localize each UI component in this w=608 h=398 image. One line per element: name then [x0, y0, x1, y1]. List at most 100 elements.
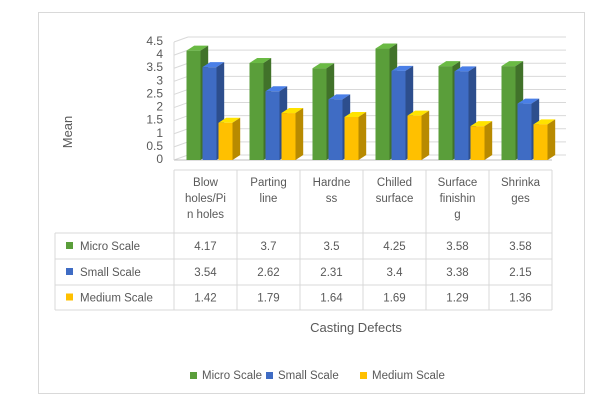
bar [454, 71, 469, 160]
gridline-side [173, 115, 189, 122]
legend-key [190, 372, 197, 379]
table-legend-key [66, 242, 73, 249]
x-axis-label: Casting Defects [310, 320, 402, 335]
bar-top [407, 110, 430, 116]
bar [391, 70, 406, 160]
bar-top [249, 57, 272, 63]
table-legend-key [66, 268, 73, 275]
x-tick-label: g [454, 209, 460, 221]
table-cell: 3.7 [261, 241, 277, 253]
x-tick-label: line [260, 193, 278, 205]
legend-key [360, 372, 367, 379]
bar-side [295, 108, 304, 160]
table-cell: 1.29 [446, 293, 468, 305]
table-cell: 3.5 [324, 241, 340, 253]
x-tick-label: Blow [193, 177, 219, 189]
gridline-side [173, 49, 189, 56]
bar [533, 124, 548, 160]
gridline-side [173, 36, 189, 43]
legend-label: Micro Scale [202, 370, 262, 382]
x-tick-label: holes/Pi [185, 193, 226, 205]
x-tick-label: finishin [440, 193, 476, 205]
table-cell: 4.25 [383, 241, 405, 253]
y-tick-label: 4.5 [146, 34, 163, 48]
table-cell: 3.58 [509, 241, 531, 253]
bar-top [281, 108, 304, 114]
table-cell: 3.54 [194, 267, 217, 279]
gridline-side [173, 154, 189, 161]
bar-top [517, 98, 540, 104]
table-cell: 1.69 [383, 293, 405, 305]
y-tick-label: 4 [156, 47, 163, 61]
bar [438, 66, 453, 160]
table-legend-key [66, 293, 73, 301]
bar-top [470, 121, 493, 127]
bar-top [391, 65, 414, 71]
bar-top [501, 61, 524, 67]
bar [186, 50, 201, 160]
bar [344, 116, 359, 160]
x-tick-label: ges [511, 193, 530, 205]
bar [218, 122, 233, 160]
bar-top [265, 86, 288, 92]
table-cell: 3.4 [387, 267, 404, 279]
bar [202, 67, 217, 160]
legend-label: Medium Scale [372, 370, 445, 382]
bar [249, 62, 264, 160]
y-tick-label: 1 [156, 126, 163, 140]
bar-top [186, 45, 209, 51]
bar-top [202, 62, 225, 68]
bar-side [484, 121, 493, 160]
bar-side [421, 110, 430, 160]
x-tick-label: Chilled [377, 177, 412, 189]
table-cell: 1.36 [509, 293, 531, 305]
bar [375, 48, 390, 160]
table-cell: 2.15 [509, 267, 531, 279]
table-cell: 2.31 [320, 267, 342, 279]
bar-side [358, 111, 367, 160]
bar [407, 115, 422, 160]
gridline-side [173, 88, 189, 95]
y-tick-label: 0.5 [146, 139, 163, 153]
bar [281, 113, 296, 160]
bar [312, 68, 327, 160]
bar-top [454, 66, 477, 72]
bar-top [438, 61, 461, 67]
bar [470, 126, 485, 160]
table-cell: 3.58 [446, 241, 468, 253]
y-tick-label: 2 [156, 100, 163, 114]
gridline-side [173, 62, 189, 69]
bar-top [533, 119, 556, 125]
x-tick-label: ss [326, 193, 338, 205]
bar-side [232, 117, 241, 160]
gridline-side [173, 75, 189, 82]
table-cell: 4.17 [194, 241, 216, 253]
x-tick-label: Hardne [313, 177, 351, 189]
table-cell: 1.79 [257, 293, 279, 305]
table-series-name: Micro Scale [80, 241, 140, 253]
bar-top [328, 94, 351, 100]
bar [517, 103, 532, 160]
bar [328, 99, 343, 160]
legend-label: Small Scale [278, 370, 339, 382]
bar-top [312, 63, 335, 69]
x-tick-label: Shrinka [501, 177, 541, 189]
y-tick-label: 3 [156, 73, 163, 87]
x-tick-label: surface [376, 193, 414, 205]
table-cell: 2.62 [257, 267, 279, 279]
y-tick-label: 0 [156, 152, 163, 166]
table-series-name: Small Scale [80, 267, 141, 279]
chart-frame [38, 12, 585, 394]
y-tick-label: 1.5 [146, 113, 163, 127]
legend-key [266, 372, 273, 379]
y-tick-label: 3.5 [146, 60, 163, 74]
table-series-name: Medium Scale [80, 293, 153, 305]
table-cell: 1.64 [320, 293, 343, 305]
bar [265, 91, 280, 160]
x-tick-label: Parting [250, 177, 286, 189]
gridline-side [173, 102, 189, 109]
bar-top [375, 43, 398, 49]
bar-side [547, 119, 556, 160]
gridline-side [173, 141, 189, 148]
